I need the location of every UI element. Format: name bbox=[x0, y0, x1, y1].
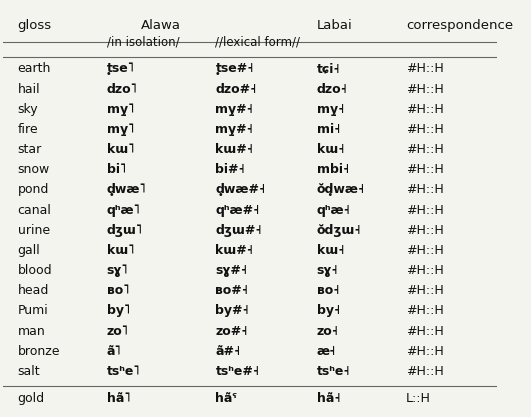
Text: #H::H: #H::H bbox=[406, 345, 443, 358]
Text: tsʰe#˧: tsʰe#˧ bbox=[216, 365, 260, 378]
Text: sɣ˧: sɣ˧ bbox=[317, 264, 338, 277]
Text: #H::H: #H::H bbox=[406, 304, 443, 317]
Text: bi#˧: bi#˧ bbox=[216, 163, 245, 176]
Text: #H::H: #H::H bbox=[406, 163, 443, 176]
Text: qʰæ#˧: qʰæ#˧ bbox=[216, 203, 260, 216]
Text: by#˧: by#˧ bbox=[216, 304, 249, 317]
Text: canal: canal bbox=[18, 203, 52, 216]
Text: вo#˧: вo#˧ bbox=[216, 284, 249, 297]
Text: bronze: bronze bbox=[18, 345, 60, 358]
Text: gloss: gloss bbox=[18, 19, 52, 32]
Text: kɯ#˧: kɯ#˧ bbox=[216, 244, 253, 257]
Text: #H::H: #H::H bbox=[406, 123, 443, 136]
Text: #H::H: #H::H bbox=[406, 365, 443, 378]
Text: star: star bbox=[18, 143, 42, 156]
Text: kɯ˧: kɯ˧ bbox=[317, 244, 344, 257]
Text: mỵ#˧: mỵ#˧ bbox=[216, 103, 253, 116]
Text: #H::H: #H::H bbox=[406, 224, 443, 237]
Text: dʒɯ#˧: dʒɯ#˧ bbox=[216, 224, 262, 237]
Text: zo˧: zo˧ bbox=[317, 324, 339, 337]
Text: ŏd̥wæ˧: ŏd̥wæ˧ bbox=[317, 183, 365, 196]
Text: #H::H: #H::H bbox=[406, 183, 443, 196]
Text: æ˧: æ˧ bbox=[317, 345, 336, 358]
Text: kɯ˥: kɯ˥ bbox=[107, 244, 134, 257]
Text: #H::H: #H::H bbox=[406, 83, 443, 95]
Text: mi˧: mi˧ bbox=[317, 123, 340, 136]
Text: dzo#˧: dzo#˧ bbox=[216, 83, 257, 95]
Text: вo˥: вo˥ bbox=[107, 284, 129, 297]
Text: mbi˧: mbi˧ bbox=[317, 163, 349, 176]
Text: sɣ˥: sɣ˥ bbox=[107, 264, 129, 277]
Text: urine: urine bbox=[18, 224, 50, 237]
Text: ã˥: ã˥ bbox=[107, 345, 122, 358]
Text: tsʰe˧: tsʰe˧ bbox=[317, 365, 350, 378]
Text: mỵ˥: mỵ˥ bbox=[107, 103, 134, 116]
Text: d̥wæ#˧: d̥wæ#˧ bbox=[216, 183, 266, 196]
Text: #H::H: #H::H bbox=[406, 284, 443, 297]
Text: #H::H: #H::H bbox=[406, 244, 443, 257]
Text: qʰæ˧: qʰæ˧ bbox=[317, 203, 350, 216]
Text: #H::H: #H::H bbox=[406, 264, 443, 277]
Text: Labai: Labai bbox=[317, 19, 353, 32]
Text: mỵ#˧: mỵ#˧ bbox=[216, 123, 253, 136]
Text: #H::H: #H::H bbox=[406, 143, 443, 156]
Text: bi˥: bi˥ bbox=[107, 163, 126, 176]
Text: L::H: L::H bbox=[406, 392, 431, 405]
Text: dzo˥: dzo˥ bbox=[107, 83, 138, 95]
Text: correspondence: correspondence bbox=[406, 19, 513, 32]
Text: //lexical form//: //lexical form// bbox=[216, 36, 301, 49]
Text: earth: earth bbox=[18, 63, 51, 75]
Text: hã˧: hã˧ bbox=[317, 392, 340, 405]
Text: Pumi: Pumi bbox=[18, 304, 48, 317]
Text: gall: gall bbox=[18, 244, 40, 257]
Text: dzo˧: dzo˧ bbox=[317, 83, 348, 95]
Text: #H::H: #H::H bbox=[406, 203, 443, 216]
Text: snow: snow bbox=[18, 163, 50, 176]
Text: gold: gold bbox=[18, 392, 45, 405]
Text: kɯ#˧: kɯ#˧ bbox=[216, 143, 253, 156]
Text: #H::H: #H::H bbox=[406, 324, 443, 337]
Text: by˥: by˥ bbox=[107, 304, 130, 317]
Text: tɕi˧: tɕi˧ bbox=[317, 63, 340, 75]
Text: ŏdʒɯ˧: ŏdʒɯ˧ bbox=[317, 224, 362, 237]
Text: dʒɯ˥: dʒɯ˥ bbox=[107, 224, 143, 237]
Text: head: head bbox=[18, 284, 49, 297]
Text: Alawa: Alawa bbox=[141, 19, 181, 32]
Text: fire: fire bbox=[18, 123, 38, 136]
Text: mỵ˥: mỵ˥ bbox=[107, 123, 134, 136]
Text: salt: salt bbox=[18, 365, 40, 378]
Text: #H::H: #H::H bbox=[406, 63, 443, 75]
Text: zo˥: zo˥ bbox=[107, 324, 129, 337]
Text: d̥wæ˥: d̥wæ˥ bbox=[107, 183, 147, 196]
Text: mỵ˧: mỵ˧ bbox=[317, 103, 344, 116]
Text: pond: pond bbox=[18, 183, 49, 196]
Text: zo#˧: zo#˧ bbox=[216, 324, 248, 337]
Text: hã˥: hã˥ bbox=[107, 392, 130, 405]
Text: #H::H: #H::H bbox=[406, 103, 443, 116]
Text: t̥se#˧: t̥se#˧ bbox=[216, 63, 254, 75]
Text: sɣ#˧: sɣ#˧ bbox=[216, 264, 247, 277]
Text: hãˤ: hãˤ bbox=[216, 392, 237, 405]
Text: /in isolation/: /in isolation/ bbox=[107, 36, 179, 49]
Text: by˧: by˧ bbox=[317, 304, 340, 317]
Text: t̥se˥: t̥se˥ bbox=[107, 63, 135, 75]
Text: sky: sky bbox=[18, 103, 38, 116]
Text: hail: hail bbox=[18, 83, 40, 95]
Text: qʰæ˥: qʰæ˥ bbox=[107, 203, 141, 216]
Text: ã#˧: ã#˧ bbox=[216, 345, 241, 358]
Text: blood: blood bbox=[18, 264, 52, 277]
Text: kɯ˥: kɯ˥ bbox=[107, 143, 134, 156]
Text: man: man bbox=[18, 324, 45, 337]
Text: kɯ˧: kɯ˧ bbox=[317, 143, 344, 156]
Text: вo˧: вo˧ bbox=[317, 284, 339, 297]
Text: tsʰe˥: tsʰe˥ bbox=[107, 365, 140, 378]
